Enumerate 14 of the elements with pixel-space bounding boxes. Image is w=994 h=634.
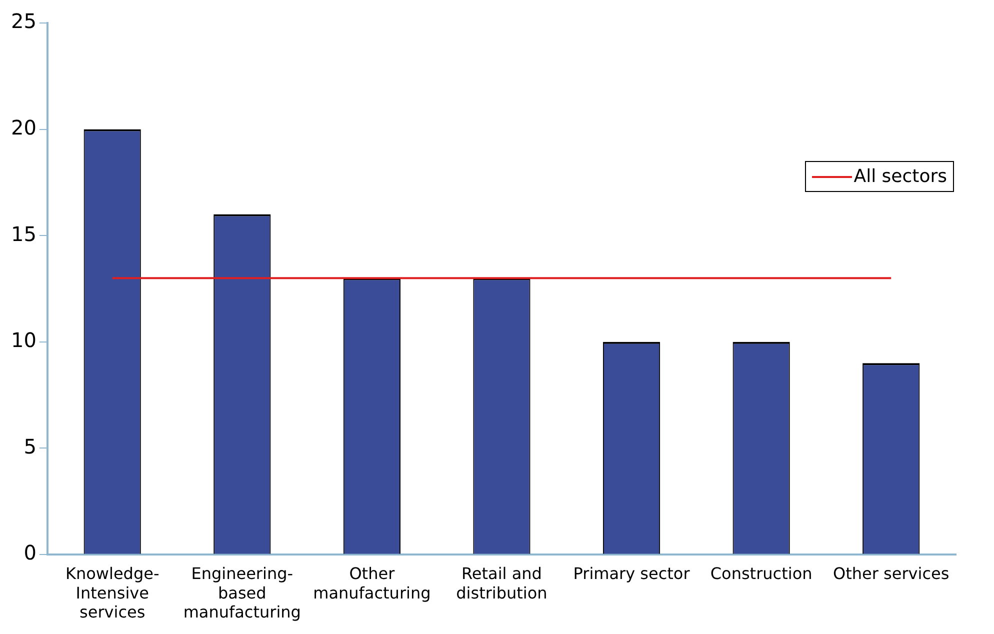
x-tick-label: Other services <box>833 564 950 584</box>
x-tick-label: Primary sector <box>573 564 690 584</box>
x-tick-label: Retail and distribution <box>456 564 548 602</box>
y-tick-label: 15 <box>10 222 36 246</box>
legend-label: All sectors <box>854 166 947 188</box>
y-tick-label: 5 <box>24 434 36 458</box>
y-tick-label: 10 <box>10 328 36 352</box>
y-tick-label: 20 <box>10 115 36 140</box>
x-tick-label: Other manufacturing <box>313 564 431 602</box>
y-tick-label: 0 <box>24 540 36 565</box>
y-tick-label: 25 <box>10 9 36 34</box>
x-tick-label: Construction <box>710 564 812 584</box>
x-tick-label: Engineering-based manufacturing <box>183 564 301 622</box>
x-tick-label: Knowledge-Intensive services <box>65 564 160 622</box>
